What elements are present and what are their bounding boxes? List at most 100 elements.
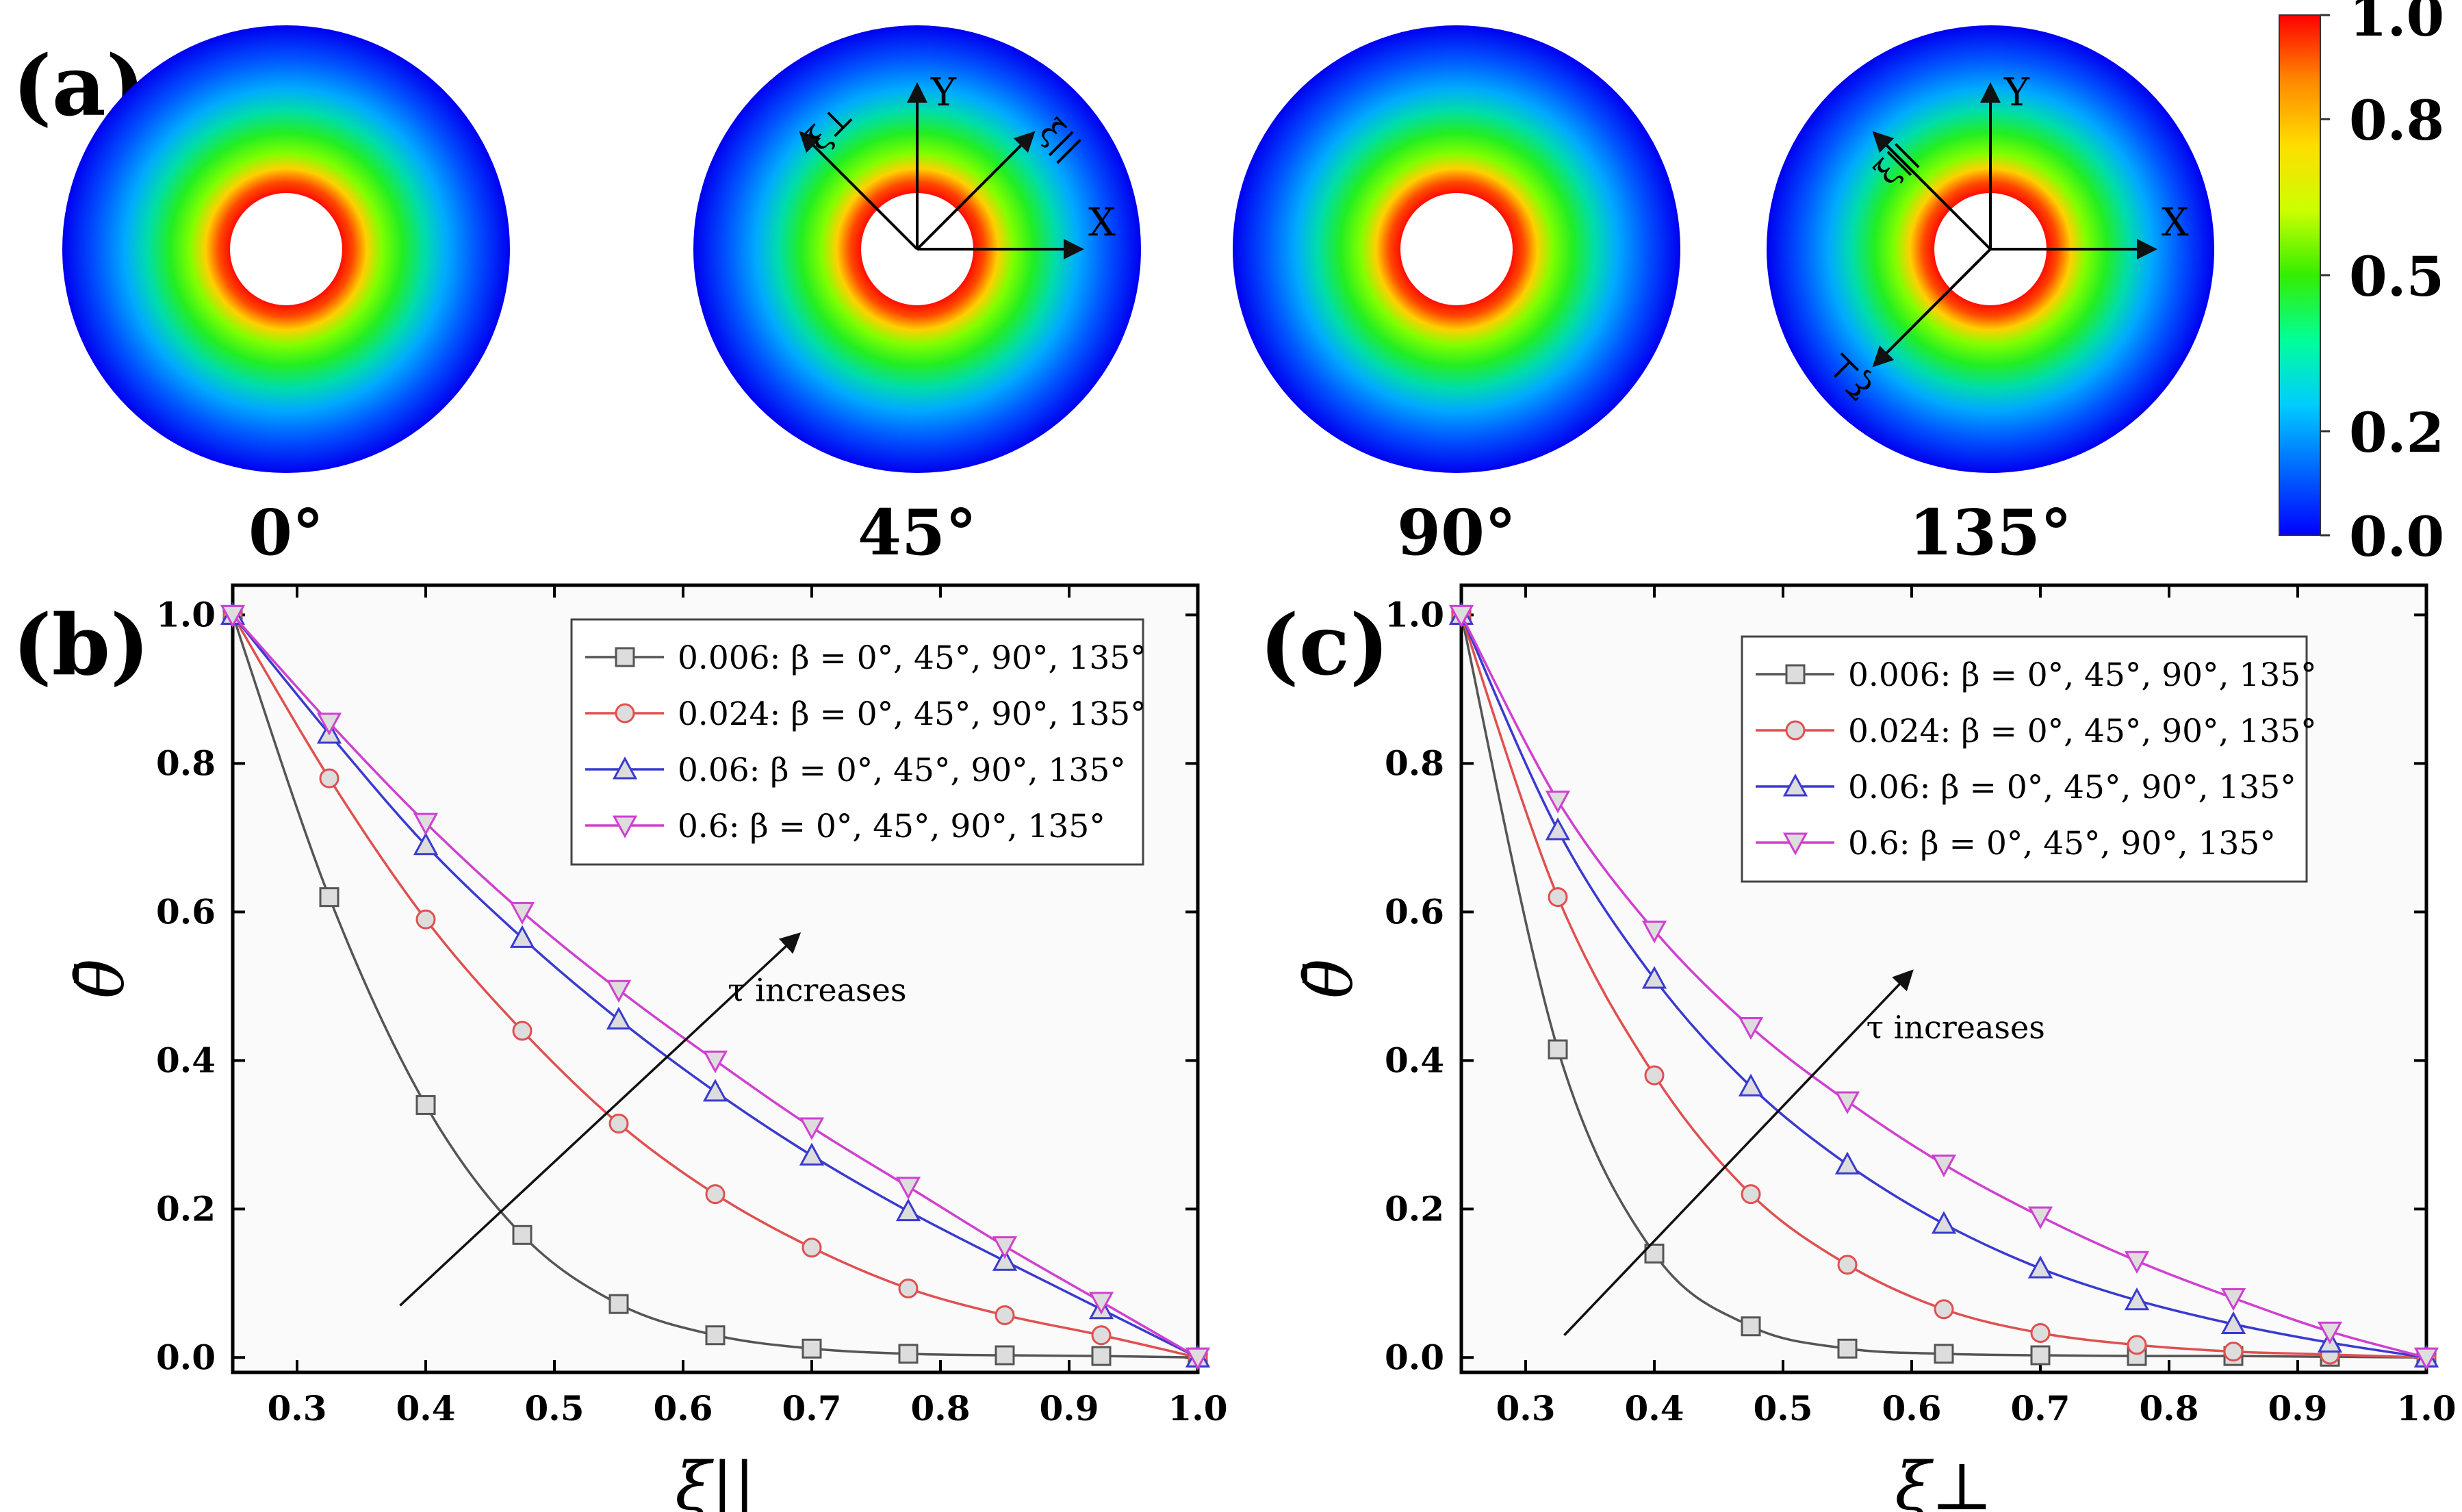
x-tick-label: 0.7 — [2011, 1388, 2070, 1428]
data-point — [2124, 1287, 2150, 1311]
data-point — [895, 1198, 921, 1222]
data-point — [2220, 1311, 2246, 1334]
disk-hole — [1400, 193, 1513, 305]
panel-a: (a) 0° 45°XYξ||ξ⊥90° 135°XYξ||ξ⊥ 1.00.80.5… — [12, 0, 2444, 569]
data-point — [2127, 1335, 2147, 1355]
legend-entry: 0.024: β = 0°, 45°, 90°, 135° — [1848, 713, 2317, 750]
annotation-text: τ increases — [1867, 1009, 2045, 1046]
data-point — [512, 1021, 533, 1041]
x-tick-label: 0.3 — [268, 1388, 327, 1428]
data-point — [1934, 1299, 1954, 1320]
data-point — [799, 1142, 825, 1166]
data-point — [705, 1325, 726, 1346]
data-point — [608, 1114, 629, 1134]
disk-hole — [230, 193, 342, 305]
data-point — [895, 1177, 921, 1200]
xi-parallel-arrow — [916, 131, 1036, 251]
x-tick-label: 0.5 — [1754, 1388, 1813, 1428]
y-tick-label: 0.4 — [1385, 1040, 1444, 1080]
plot-c: 0.3 0.4 0.5 0.6 0.7 0.8 0.9 1.0 0.0 0.2 0.4 0.6 0.8 1… — [1291, 583, 2457, 1512]
legend-marker — [1782, 773, 1808, 797]
data-point — [415, 1094, 436, 1115]
data-point — [608, 1294, 629, 1314]
data-point — [992, 1248, 1018, 1271]
data-point — [2317, 1321, 2343, 1345]
y-axis-label: θ̄ — [1291, 959, 1368, 999]
y-tick-label: 0.6 — [1385, 891, 1444, 932]
data-point — [1091, 1325, 1112, 1346]
data-point — [1931, 1154, 1957, 1177]
legend-entry: 0.006: β = 0°, 45°, 90°, 135° — [678, 639, 1146, 677]
data-point — [606, 979, 632, 1003]
data-point — [1931, 1211, 1957, 1234]
data-point — [509, 925, 535, 948]
x-tick-label: 0.3 — [1496, 1388, 1556, 1428]
y-tick-label: 0.2 — [1385, 1188, 1444, 1229]
y-axis-label: Y — [2003, 71, 2030, 115]
data-point — [509, 901, 535, 925]
data-point — [1644, 1065, 1665, 1086]
disk-angle-label: 90° — [1397, 496, 1516, 569]
data-point — [1738, 1017, 1764, 1040]
y-tick-label: 0.8 — [156, 743, 216, 783]
data-point — [512, 1225, 533, 1245]
disk-angle-label: 135° — [1909, 496, 2072, 569]
disk-axes — [799, 82, 1084, 259]
x-tick-label: 1.0 — [1168, 1388, 1228, 1428]
legend-marker — [612, 756, 638, 780]
data-point — [1741, 1184, 1761, 1205]
data-point — [2030, 1323, 2051, 1343]
legend-marker — [612, 815, 638, 838]
data-point — [799, 1117, 825, 1140]
colorbar-tick-label: 0.2 — [2349, 400, 2444, 465]
data-point — [1834, 1091, 1860, 1114]
data-point — [1641, 966, 1667, 989]
x-axis-label: ξ|| — [675, 1448, 756, 1512]
data-point — [1741, 1316, 1761, 1337]
disk-1: 45°XYξ||ξ⊥ — [693, 25, 1141, 569]
panel-c: (c) 0.3 0.4 0.5 0.6 0.7 0.8 0.9 1.0 0.0 0.2 0.4 0.6… — [1259, 583, 2457, 1512]
series-line — [231, 614, 1198, 1359]
data-point — [319, 887, 339, 908]
data-point — [1448, 604, 1474, 628]
y-axis-label: Y — [930, 71, 957, 115]
series-3 — [220, 604, 1211, 1371]
x-tick-label: 0.8 — [911, 1388, 971, 1428]
x-tick-label: 0.6 — [654, 1388, 713, 1428]
legend-box — [570, 618, 1144, 866]
data-point — [1545, 817, 1571, 841]
data-point — [1641, 920, 1667, 944]
trend-arrow — [1563, 969, 1914, 1336]
data-point — [992, 1236, 1018, 1259]
legend-marker — [615, 703, 635, 723]
data-point — [1545, 791, 1571, 814]
disk-angle-label: 0° — [248, 496, 324, 569]
data-point — [415, 909, 436, 930]
disk-angle-label: 45° — [858, 496, 977, 569]
trend-arrow — [399, 932, 802, 1307]
xi-perp-arrow — [799, 131, 919, 251]
y-tick-label: 0.8 — [1385, 743, 1444, 783]
legend-marker — [615, 647, 635, 667]
data-point — [2223, 1342, 2244, 1362]
x-tick-label: 0.6 — [1882, 1388, 1942, 1428]
colorbar-tick-label: 1.0 — [2349, 0, 2444, 49]
x-tick-label: 0.9 — [1040, 1388, 1099, 1428]
data-point — [802, 1238, 822, 1258]
y-tick-label: 0.2 — [156, 1188, 216, 1229]
x-tick-label: 0.4 — [396, 1388, 456, 1428]
x-axis-label: ξ⊥ — [1895, 1448, 1992, 1512]
data-point — [2030, 1345, 2051, 1366]
y-tick-label: 0.0 — [1385, 1337, 1444, 1377]
legend-entry: 0.06: β = 0°, 45°, 90°, 135° — [1848, 769, 2296, 806]
x-tick-label: 0.5 — [525, 1388, 585, 1428]
y-tick-label: 0.4 — [156, 1040, 216, 1080]
legend-entry: 0.06: β = 0°, 45°, 90°, 135° — [678, 752, 1126, 789]
data-point — [702, 1079, 728, 1102]
x-axis-label: X — [2162, 201, 2189, 245]
data-point — [802, 1338, 822, 1359]
data-point — [1837, 1255, 1858, 1275]
series-line — [231, 614, 1198, 1359]
data-point — [1091, 1346, 1112, 1366]
